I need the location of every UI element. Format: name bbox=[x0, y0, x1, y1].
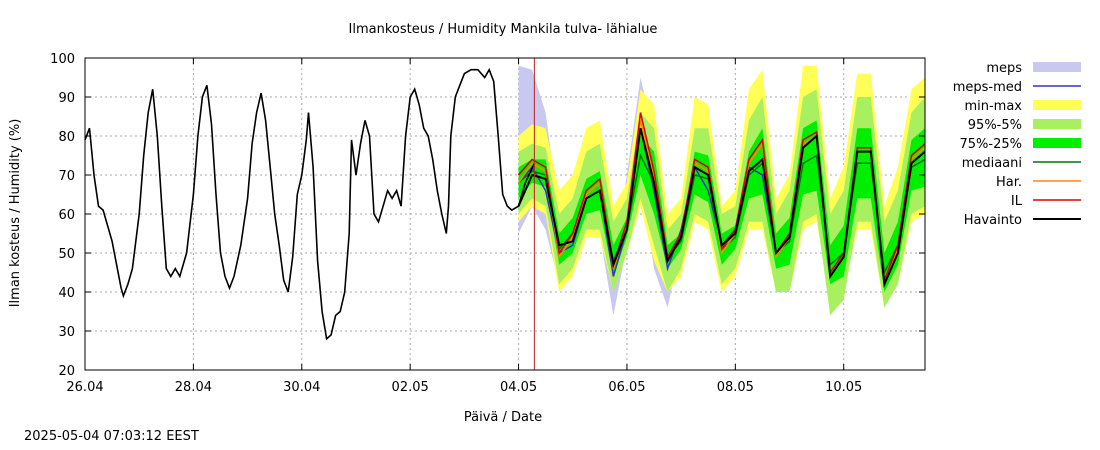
forecast-bands bbox=[518, 65, 925, 316]
x-tick-label: 06.05 bbox=[608, 380, 645, 395]
legend-label: min-max bbox=[964, 99, 1022, 114]
chart-title: Ilmankosteus / Humidity Mankila tulva- l… bbox=[349, 22, 658, 37]
series-lines bbox=[84, 67, 926, 341]
y-tick-label: 70 bbox=[58, 169, 75, 184]
legend-swatch bbox=[1033, 100, 1081, 110]
x-tick-label: 04.05 bbox=[500, 380, 537, 395]
y-axis-label: Ilman kosteus / Humidity (%) bbox=[8, 119, 23, 308]
y-tick-label: 30 bbox=[58, 325, 75, 340]
legend-label: Havainto bbox=[964, 213, 1022, 228]
axis-ticks: 20 30 40 50 60 70 80 90 100 26.04 28.04 30.04 02.05 0… bbox=[50, 52, 925, 395]
x-tick-label: 10.05 bbox=[825, 380, 862, 395]
y-tick-label: 40 bbox=[58, 286, 75, 301]
y-tick-label: 60 bbox=[58, 208, 75, 223]
x-axis-label: Päivä / Date bbox=[464, 410, 542, 425]
band-95-5- bbox=[518, 89, 925, 316]
observed-line bbox=[84, 67, 536, 341]
legend-label: IL bbox=[1011, 194, 1023, 209]
forecast-line-il bbox=[517, 112, 926, 281]
legend-label: 95%-5% bbox=[968, 118, 1022, 133]
legend-swatch bbox=[1033, 138, 1081, 148]
x-tick-label: 30.04 bbox=[283, 380, 320, 395]
legend: meps meps-med min-max 95%-5% 75%-25% mediaani… bbox=[953, 61, 1081, 228]
x-tick-label: 28.04 bbox=[175, 380, 212, 395]
y-tick-label: 100 bbox=[50, 52, 75, 67]
x-tick-label: 08.05 bbox=[717, 380, 754, 395]
forecast-line-havainto bbox=[517, 127, 926, 289]
legend-swatch bbox=[1033, 62, 1081, 72]
y-tick-label: 50 bbox=[58, 247, 75, 262]
y-tick-label: 20 bbox=[58, 364, 75, 379]
legend-label: 75%-25% bbox=[960, 137, 1022, 152]
generated-timestamp: 2025-05-04 07:03:12 EEST bbox=[24, 429, 199, 444]
x-tick-label: 02.05 bbox=[392, 380, 429, 395]
y-tick-label: 90 bbox=[58, 91, 75, 106]
legend-label: mediaani bbox=[962, 156, 1022, 171]
legend-swatch bbox=[1033, 119, 1081, 129]
legend-label: Har. bbox=[996, 175, 1022, 190]
legend-label: meps-med bbox=[953, 80, 1022, 95]
legend-label: meps bbox=[986, 61, 1022, 76]
y-tick-label: 80 bbox=[58, 130, 75, 145]
x-tick-label: 26.04 bbox=[66, 380, 103, 395]
